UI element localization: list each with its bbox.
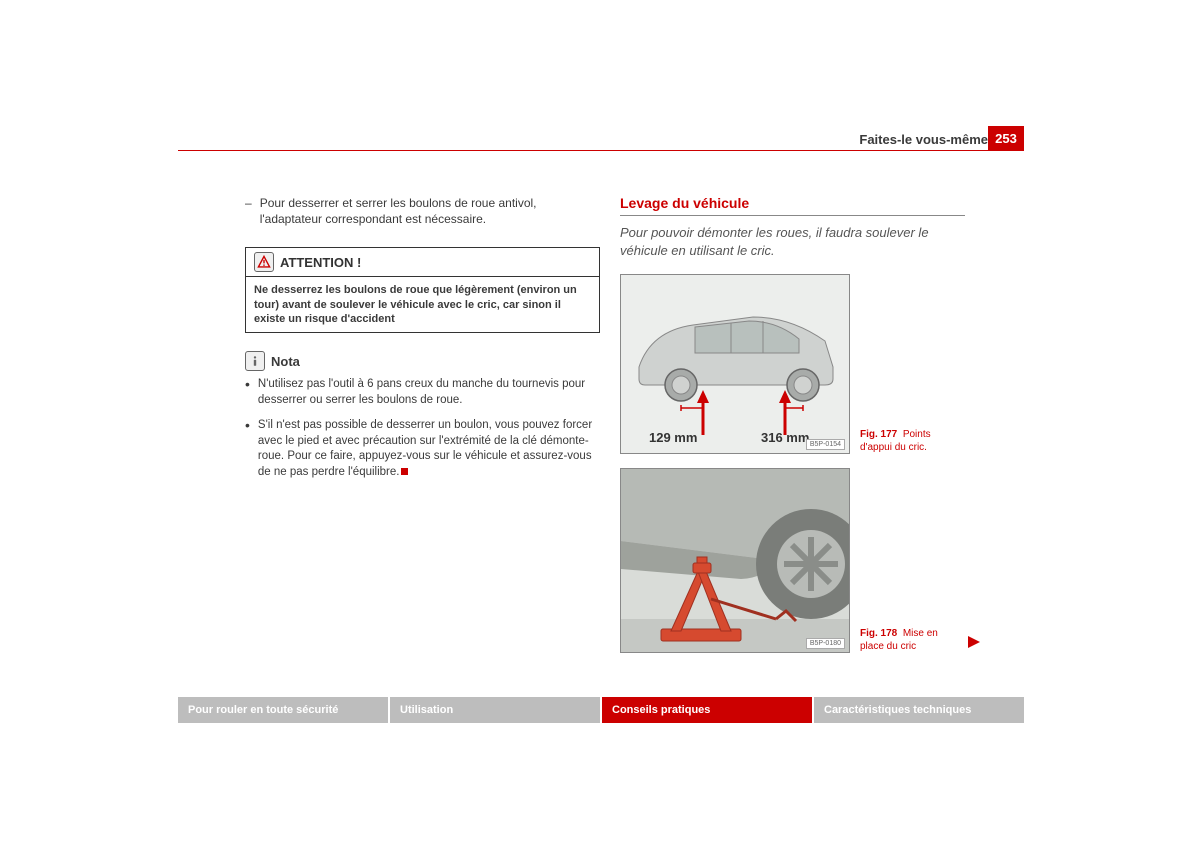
- nota-item-1: • N'utilisez pas l'outil à 6 pans creux …: [245, 377, 600, 408]
- section-subtitle: Pour pouvoir démonter les roues, il faud…: [620, 224, 965, 260]
- page-number: 253: [988, 126, 1024, 150]
- warning-icon: [254, 252, 274, 272]
- attention-label: ATTENTION !: [280, 255, 361, 270]
- tab-tech[interactable]: Caractéristiques techniques: [814, 697, 1024, 723]
- right-column: Levage du véhicule Pour pouvoir démonter…: [620, 195, 965, 667]
- attention-box: ATTENTION ! Ne desserrez les boulons de …: [245, 247, 600, 333]
- nota-item-1-text: N'utilisez pas l'outil à 6 pans creux du…: [258, 377, 600, 408]
- figure-177-row: 129 mm 316 mm B5P-0154 Fig. 177 Points d…: [620, 274, 965, 454]
- info-icon: [245, 351, 265, 371]
- fig178-code: B5P-0180: [806, 638, 845, 649]
- figure-178-row: B5P-0180 Fig. 178 Mise en place du cric: [620, 468, 965, 653]
- nota-label: Nota: [271, 354, 300, 369]
- nota-item-2-text: S'il n'est pas possible de desserrer un …: [258, 418, 600, 480]
- fig177-mm2: 316 mm: [761, 430, 809, 445]
- tab-practical[interactable]: Conseils pratiques: [602, 697, 812, 723]
- attention-body: Ne desserrez les boulons de roue que lég…: [246, 277, 599, 332]
- left-column: – Pour desserrer et serrer les boulons d…: [245, 195, 600, 490]
- fig178-caption: Fig. 178 Mise en place du cric: [860, 627, 960, 653]
- tab-safety[interactable]: Pour rouler en toute sécurité: [178, 697, 388, 723]
- fig177-code: B5P-0154: [806, 439, 845, 450]
- nota-item-2: • S'il n'est pas possible de desserrer u…: [245, 418, 600, 480]
- continue-arrow-icon: [968, 635, 980, 653]
- fig177-caption: Fig. 177 Points d'appui du cric.: [860, 428, 960, 454]
- intro-bullet: – Pour desserrer et serrer les boulons d…: [245, 195, 600, 227]
- tab-usage[interactable]: Utilisation: [390, 697, 600, 723]
- header-title: Faites-le vous-même: [859, 132, 988, 147]
- end-marker-icon: [401, 468, 408, 475]
- bullet-dot-icon: •: [245, 377, 250, 408]
- figure-178-image: B5P-0180: [620, 468, 850, 653]
- header-rule: [178, 150, 1024, 151]
- attention-header: ATTENTION !: [246, 248, 599, 277]
- nota-header: Nota: [245, 351, 600, 371]
- footer-tabs: Pour rouler en toute sécurité Utilisatio…: [178, 697, 1024, 723]
- figure-177-image: 129 mm 316 mm B5P-0154: [620, 274, 850, 454]
- intro-bullet-text: Pour desserrer et serrer les boulons de …: [260, 195, 600, 227]
- fig177-mm1: 129 mm: [649, 430, 697, 445]
- bullet-dot-icon: •: [245, 418, 250, 480]
- section-title: Levage du véhicule: [620, 195, 965, 216]
- dash-icon: –: [245, 195, 252, 227]
